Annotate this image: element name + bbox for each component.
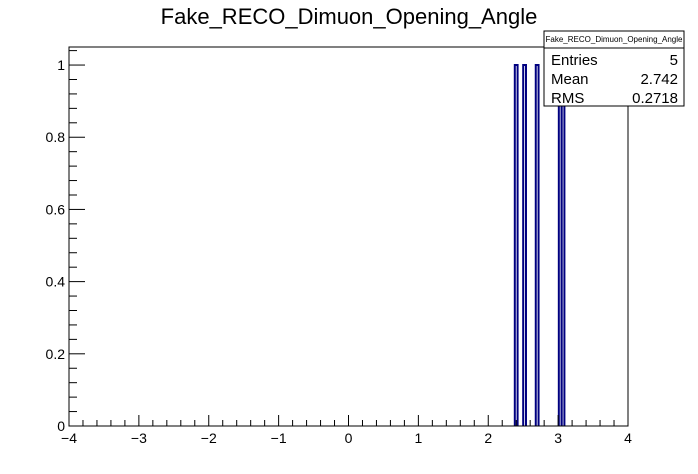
- stats-mean-value: 2.742: [640, 71, 678, 88]
- stats-rms-value: 0.2718: [632, 90, 678, 107]
- stats-box: Fake_RECO_Dimuon_Opening_Angle Entries 5…: [543, 30, 685, 107]
- histogram-bar-1: [522, 64, 527, 426]
- x-tick-label: −3: [131, 430, 147, 446]
- y-axis: 0 0.2 0.4 0.6 0.8 1: [46, 50, 85, 434]
- chart-title: Fake_RECO_Dimuon_Opening_Angle: [161, 4, 538, 29]
- x-axis: −4 −3 −2 −1 0 1 2 3 4: [61, 415, 632, 446]
- stats-entries-value: 5: [670, 52, 678, 69]
- y-tick-label: 0.8: [46, 129, 66, 145]
- x-tick-label: 2: [484, 430, 492, 446]
- histogram-bar-0: [513, 64, 519, 426]
- y-tick-label: 0: [57, 418, 65, 434]
- stats-entries-label: Entries: [551, 52, 598, 69]
- x-tick-label: −2: [201, 430, 217, 446]
- stats-rms-label: RMS: [551, 90, 584, 107]
- y-tick-label: 0.2: [46, 346, 66, 362]
- x-tick-label: −4: [61, 430, 77, 446]
- histogram-bar-4: [560, 64, 566, 426]
- x-tick-label: 0: [345, 430, 353, 446]
- y-tick-label: 0.4: [46, 274, 66, 290]
- histogram-bar-2: [534, 64, 540, 426]
- x-tick-label: −1: [271, 430, 287, 446]
- y-tick-label: 1: [57, 57, 65, 73]
- stats-mean-label: Mean: [551, 71, 589, 88]
- stats-box-frame: [543, 30, 685, 107]
- y-tick-label: 0.6: [46, 201, 66, 217]
- x-tick-label: 4: [624, 430, 632, 446]
- bars-layer: [513, 64, 566, 426]
- x-tick-label: 3: [554, 430, 562, 446]
- x-tick-label: 1: [414, 430, 422, 446]
- stats-title: Fake_RECO_Dimuon_Opening_Angle: [546, 35, 684, 44]
